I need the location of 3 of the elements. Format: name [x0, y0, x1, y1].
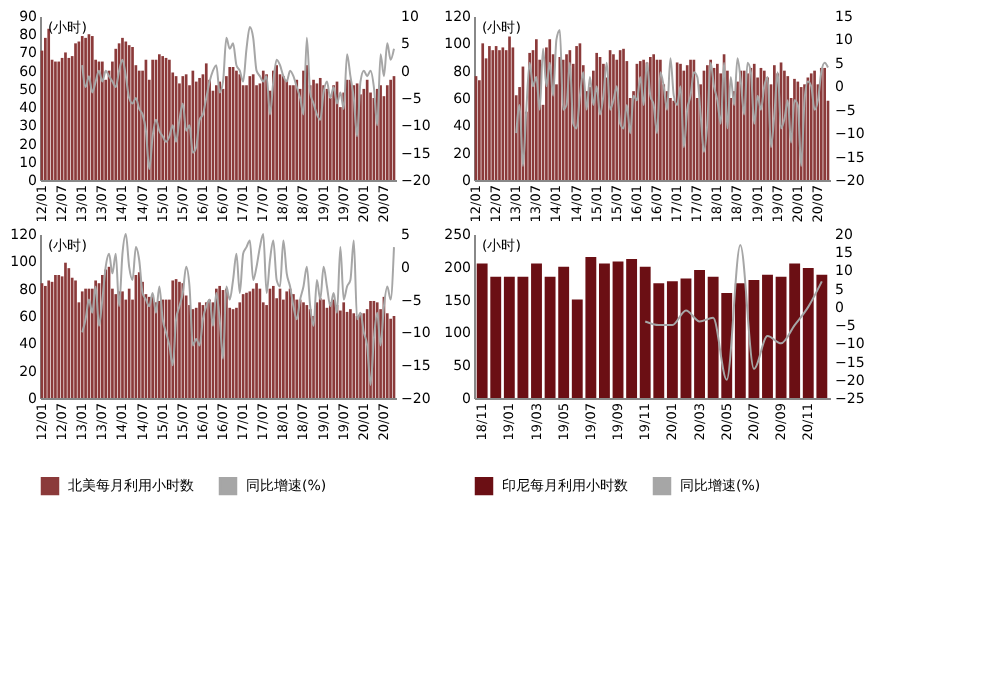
line-series	[81, 25, 395, 171]
line-series	[81, 233, 395, 386]
line-series	[644, 243, 823, 381]
